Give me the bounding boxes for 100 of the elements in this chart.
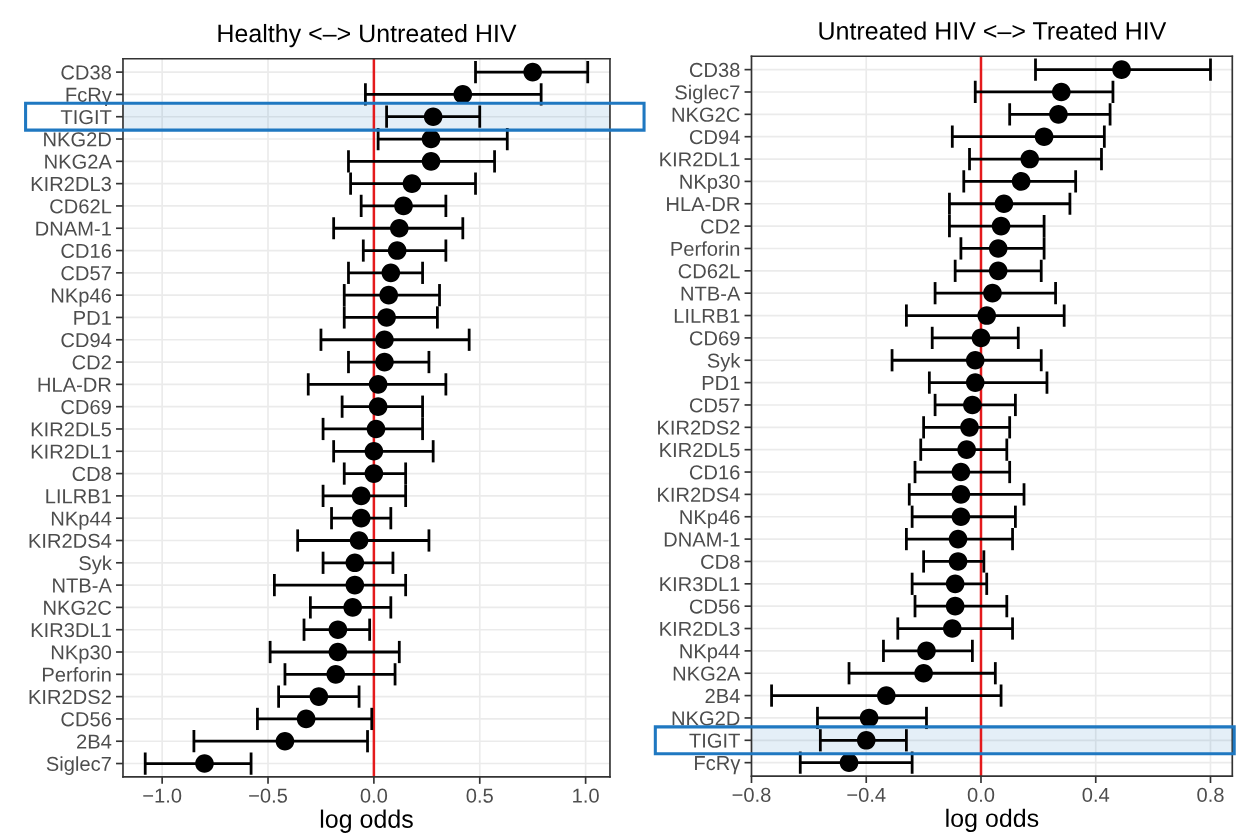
point — [523, 62, 542, 82]
y-tick-label: KIR2DS2 — [658, 420, 740, 435]
point — [345, 553, 365, 573]
y-tick-label: CD16 — [689, 465, 740, 480]
point — [917, 641, 936, 661]
chart-title: Untreated HIV <–> Treated HIV — [819, 21, 1167, 40]
y-tick-label: KIR2DL3 — [31, 176, 111, 192]
point — [991, 216, 1011, 236]
y-tick-label: NTB-A — [53, 578, 112, 593]
y-tick-label: KIR2DS4 — [658, 487, 740, 502]
x-tick-label: −0.5 — [249, 788, 288, 803]
point — [364, 441, 384, 461]
point — [1052, 82, 1071, 102]
point — [343, 598, 363, 617]
point — [394, 196, 413, 216]
y-tick-label: CD56 — [61, 712, 111, 727]
y-tick-label: CD16 — [61, 243, 111, 259]
y-tick-label: Siglec7 — [675, 84, 740, 104]
point — [328, 620, 348, 640]
y-tick-label: KIR3DL1 — [660, 577, 740, 592]
point — [296, 709, 316, 729]
point — [856, 730, 876, 750]
point — [351, 486, 371, 506]
point — [421, 129, 441, 149]
y-tick-label: CD62L — [678, 264, 740, 279]
y-tick-label: NKG2A — [673, 666, 741, 681]
y-tick-label: KIR2DL3 — [660, 621, 740, 637]
y-tick-label: KIR2DS4 — [29, 533, 112, 548]
point — [951, 485, 971, 504]
y-tick-label: TIGIT — [60, 109, 112, 125]
y-tick-label: KIR2DL5 — [31, 422, 112, 437]
point — [942, 619, 962, 638]
y-tick-label: Perforin — [671, 241, 740, 256]
y-tick-label: CD69 — [689, 331, 740, 346]
y-tick-label: KIR2DS2 — [29, 689, 111, 705]
point — [965, 373, 985, 392]
y-tick-label: NKp44 — [51, 511, 112, 530]
point — [423, 107, 443, 127]
point — [381, 263, 401, 283]
x-tick-label: 1.0 — [573, 788, 599, 803]
x-tick-label: −0.4 — [847, 787, 886, 802]
point — [977, 306, 997, 325]
point — [945, 574, 965, 594]
point — [957, 440, 976, 459]
point — [326, 665, 346, 684]
y-tick-label: CD56 — [689, 599, 740, 614]
y-tick-label: NKG2D — [44, 132, 111, 147]
point — [368, 397, 388, 416]
point — [914, 663, 933, 683]
x-axis-title: log odds — [320, 809, 413, 833]
y-tick-label: PD1 — [74, 310, 111, 325]
point — [402, 174, 422, 193]
point — [379, 285, 399, 305]
y-tick-label: CD2 — [72, 355, 111, 370]
y-tick-label: KIR2DL1 — [31, 444, 111, 459]
point — [309, 687, 329, 706]
y-tick-label: CD62L — [50, 199, 112, 214]
x-tick-label: −1.0 — [143, 788, 182, 803]
x-tick-label: 0.0 — [360, 788, 388, 803]
y-tick-label: LILRB1 — [674, 308, 740, 323]
x-tick-label: −0.8 — [732, 787, 771, 802]
y-tick-label: CD8 — [72, 466, 111, 482]
point — [971, 328, 991, 348]
chart-title: Healthy <–> Untreated HIV — [218, 23, 517, 48]
y-tick-label: NKG2D — [672, 711, 740, 726]
y-tick-label: DNAM-1 — [664, 532, 740, 547]
point — [859, 708, 879, 728]
point — [195, 754, 214, 773]
y-tick-label: HLA-DR — [38, 377, 111, 392]
y-tick-label: HLA-DR — [667, 197, 740, 212]
y-tick-label: NKG2C — [672, 107, 740, 122]
point — [421, 152, 441, 171]
y-tick-label: NKp44 — [680, 644, 740, 663]
y-tick-label: CD57 — [61, 266, 111, 281]
point — [349, 531, 369, 550]
point — [375, 330, 394, 350]
x-tick-label: 0.5 — [466, 788, 493, 803]
point — [948, 552, 968, 571]
x-tick-label: 0.8 — [1197, 787, 1224, 802]
point — [1049, 105, 1068, 124]
y-tick-label: CD8 — [701, 554, 740, 569]
y-tick-label: NKp46 — [51, 288, 111, 307]
point — [945, 596, 965, 616]
point — [387, 241, 407, 260]
point — [965, 350, 985, 370]
point — [368, 375, 388, 394]
y-tick-label: CD38 — [689, 62, 740, 78]
point — [839, 753, 859, 772]
y-tick-label: Syk — [707, 352, 741, 372]
point — [453, 85, 473, 104]
point — [351, 508, 371, 528]
y-tick-label: NTB-A — [681, 286, 741, 301]
y-tick-label: DNAM-1 — [36, 221, 111, 236]
y-tick-label: FcRγ — [66, 87, 112, 106]
point — [960, 418, 979, 437]
y-tick-label: CD69 — [61, 399, 111, 415]
point — [345, 575, 365, 595]
point — [951, 462, 971, 482]
y-tick-label: KIR2DL1 — [660, 152, 740, 167]
point — [988, 261, 1008, 281]
